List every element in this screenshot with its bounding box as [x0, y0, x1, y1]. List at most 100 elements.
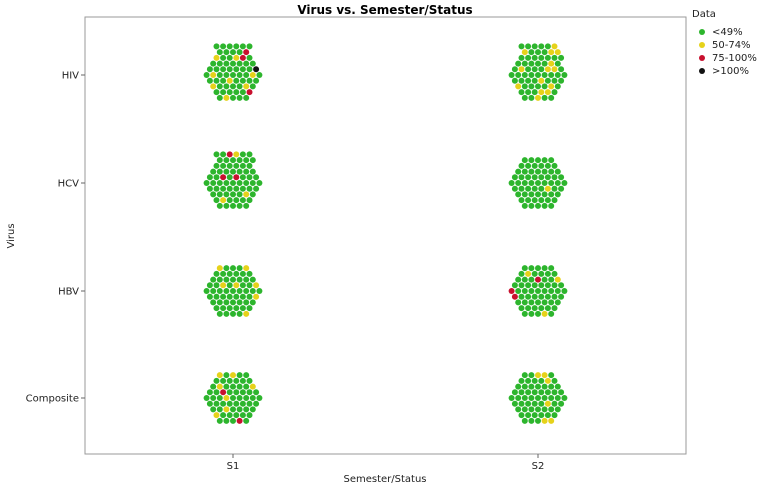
data-point	[558, 54, 565, 61]
data-point	[531, 162, 538, 169]
data-point	[243, 191, 250, 198]
data-point	[220, 389, 227, 396]
data-point	[541, 265, 548, 272]
data-point	[236, 83, 243, 90]
data-point	[511, 66, 518, 73]
data-point	[230, 417, 236, 424]
data-point	[213, 185, 220, 192]
data-point	[226, 162, 233, 169]
data-point	[548, 372, 555, 379]
data-point	[525, 400, 532, 407]
data-point	[535, 168, 541, 175]
y-axis-label: Virus	[6, 223, 17, 248]
data-point	[521, 406, 528, 413]
data-point	[216, 94, 223, 101]
data-point	[551, 400, 558, 407]
data-point	[554, 191, 561, 198]
data-point	[223, 383, 230, 390]
data-point	[243, 372, 250, 379]
data-point	[246, 400, 253, 407]
data-point	[521, 60, 528, 67]
data-point	[233, 412, 240, 419]
data-point	[233, 77, 240, 84]
data-point	[236, 406, 243, 413]
legend-label: 75-100%	[712, 53, 757, 64]
data-point	[220, 162, 227, 169]
data-point	[521, 83, 528, 90]
data-point	[531, 400, 538, 407]
data-point	[531, 412, 538, 419]
data-point	[236, 49, 243, 56]
legend-marker	[699, 29, 705, 35]
data-point	[521, 168, 528, 175]
data-point	[541, 60, 548, 67]
data-point	[515, 299, 522, 306]
data-point	[525, 43, 532, 50]
data-point	[531, 305, 538, 312]
data-point	[518, 197, 525, 204]
data-point	[226, 412, 233, 419]
data-point	[541, 417, 548, 424]
data-point	[216, 383, 223, 390]
legend-marker	[699, 55, 705, 61]
data-point	[544, 185, 551, 192]
data-point	[508, 72, 515, 78]
data-point	[226, 66, 233, 73]
data-point	[518, 282, 525, 289]
data-point	[518, 89, 525, 96]
data-point	[551, 162, 558, 169]
data-point	[220, 66, 227, 73]
data-point	[213, 151, 220, 158]
data-point	[521, 372, 528, 379]
data-point	[541, 191, 548, 198]
data-point	[220, 54, 227, 61]
data-point	[210, 72, 217, 78]
data-point	[528, 83, 535, 90]
data-point	[246, 66, 253, 73]
data-point	[535, 49, 541, 56]
data-point	[538, 270, 545, 277]
data-point	[548, 94, 555, 101]
data-point	[531, 377, 538, 384]
data-point	[230, 202, 236, 209]
data-point	[253, 282, 260, 289]
data-point	[236, 202, 243, 209]
data-point	[236, 157, 243, 164]
data-point	[216, 372, 223, 379]
data-point	[253, 66, 260, 73]
data-point	[213, 270, 220, 277]
data-point	[541, 299, 548, 306]
data-point	[531, 89, 538, 96]
data-point	[246, 162, 253, 169]
data-point	[561, 395, 568, 401]
data-point	[223, 372, 230, 379]
data-point	[551, 270, 558, 277]
data-point	[213, 197, 220, 204]
data-point	[220, 377, 227, 384]
data-point	[233, 197, 240, 204]
data-point	[239, 197, 246, 204]
data-point	[243, 383, 250, 390]
data-point	[243, 180, 250, 186]
data-point	[535, 94, 541, 101]
data-point	[551, 412, 558, 419]
data-point	[544, 66, 551, 73]
data-point	[226, 197, 233, 204]
data-point	[243, 276, 250, 283]
data-point	[253, 185, 260, 192]
data-point	[554, 168, 561, 175]
data-point	[525, 66, 532, 73]
data-point	[541, 395, 548, 401]
data-point	[239, 66, 246, 73]
data-point	[544, 293, 551, 300]
data-point	[223, 49, 230, 56]
data-point	[558, 293, 565, 300]
data-point	[541, 310, 548, 317]
data-point	[554, 395, 561, 401]
data-point	[528, 299, 535, 306]
data-point	[515, 168, 522, 175]
data-point	[213, 43, 220, 50]
data-point	[541, 168, 548, 175]
data-point	[220, 270, 227, 277]
data-point	[230, 60, 236, 67]
